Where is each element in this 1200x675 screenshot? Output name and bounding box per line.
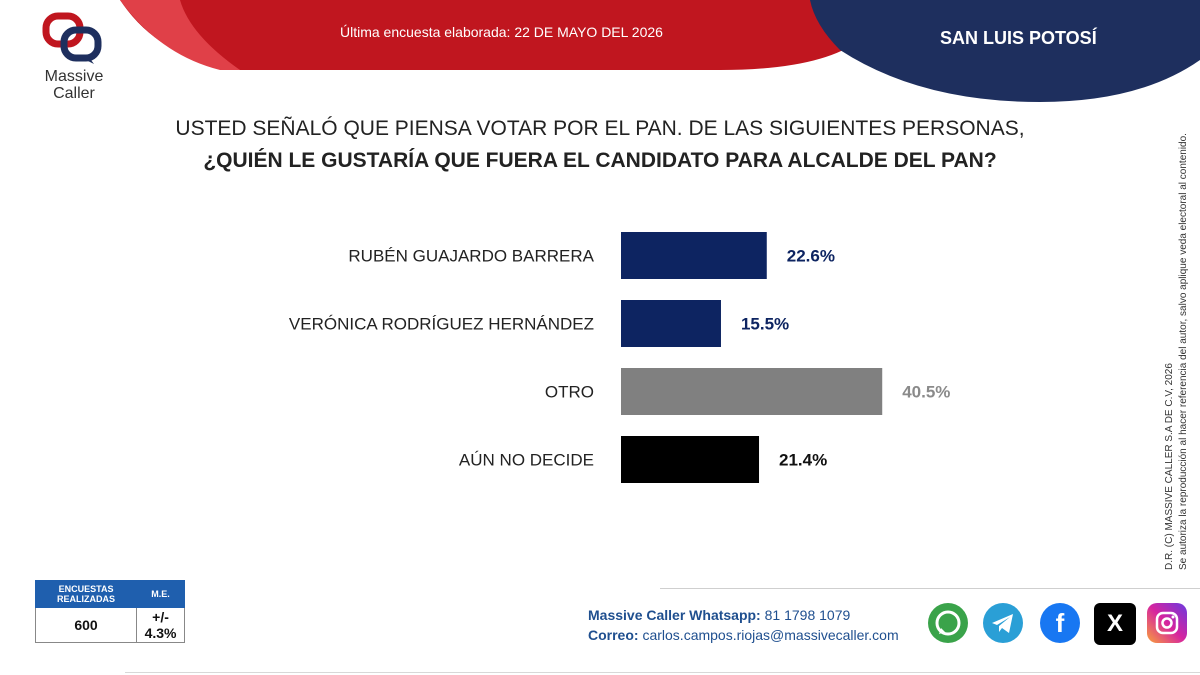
value-label: 21.4% — [779, 451, 827, 470]
email-contact: Correo: carlos.campos.riojas@massivecall… — [588, 627, 899, 643]
region-label: SAN LUIS POTOSÍ — [940, 28, 1097, 48]
top-banner — [120, 0, 900, 70]
bottom-divider — [125, 672, 1200, 673]
bar-2 — [621, 368, 883, 415]
telegram-icon[interactable] — [983, 603, 1023, 643]
sample-info-table: ENCUESTAS REALIZADAS M.E. 600 +/- 4.3% — [34, 580, 185, 643]
instagram-icon[interactable] — [1147, 603, 1187, 643]
bar-3 — [621, 436, 760, 483]
value-label: 22.6% — [787, 247, 835, 266]
question-line-1: USTED SEÑALÓ QUE PIENSA VOTAR POR EL PAN… — [175, 117, 1025, 140]
survey-date: Última encuesta elaborada: 22 DE MAYO DE… — [340, 24, 663, 40]
facebook-icon[interactable]: f — [1040, 603, 1080, 643]
logo-text-caller: Caller — [53, 85, 95, 102]
question: USTED SEÑALÓ QUE PIENSA VOTAR POR EL PAN… — [150, 113, 1050, 176]
surveys-header: ENCUESTAS REALIZADAS — [34, 580, 138, 608]
whatsapp-number[interactable]: 81 1798 1079 — [764, 607, 851, 623]
category-label: AÚN NO DECIDE — [459, 451, 594, 470]
category-label: RUBÉN GUAJARDO BARRERA — [348, 247, 594, 266]
surveys-value: 600 — [34, 607, 138, 643]
copyright-line-2: Se autoriza la reproducción al hacer ref… — [1178, 133, 1189, 570]
category-label: VERÓNICA RODRÍGUEZ HERNÁNDEZ — [289, 315, 594, 334]
category-label: OTRO — [545, 383, 594, 402]
email-label: Correo: — [588, 627, 639, 643]
massive-caller-logo: Massive Caller — [30, 10, 120, 105]
value-label: 40.5% — [902, 383, 950, 402]
x-icon[interactable]: X — [1094, 603, 1136, 645]
bar-0 — [621, 232, 767, 279]
logo-text-massive: Massive — [44, 68, 104, 85]
logo-mark-icon — [42, 12, 102, 64]
margin-error-header: M.E. — [136, 580, 185, 608]
bar-1 — [621, 300, 721, 347]
margin-error-value: +/- 4.3% — [136, 607, 185, 643]
region-banner — [810, 0, 1200, 102]
copyright-line-1: D.R. (C) MASSIVE CALLER S.A DE C.V, 2026 — [1164, 363, 1175, 570]
whatsapp-icon[interactable] — [928, 603, 968, 643]
question-line-2: ¿QUIÉN LE GUSTARÍA QUE FUERA EL CANDIDAT… — [203, 148, 997, 172]
value-label: 15.5% — [741, 315, 789, 334]
whatsapp-contact: Massive Caller Whatsapp: 81 1798 1079 — [588, 607, 850, 623]
whatsapp-label: Massive Caller Whatsapp: — [588, 607, 761, 623]
footer-divider — [660, 588, 1200, 589]
email-address[interactable]: carlos.campos.riojas@massivecaller.com — [642, 627, 899, 643]
